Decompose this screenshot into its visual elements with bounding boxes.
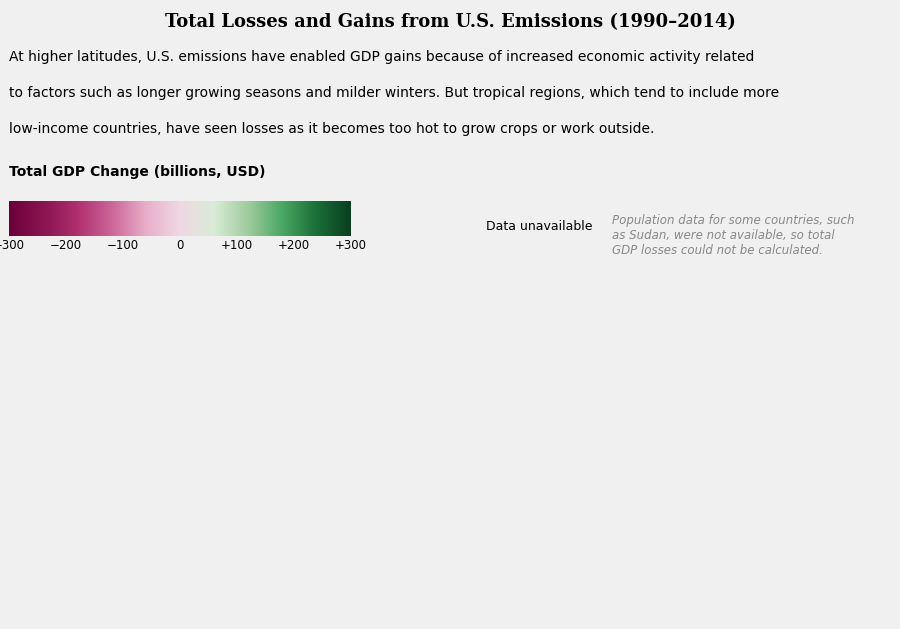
Text: Total Losses and Gains from U.S. Emissions (1990–2014): Total Losses and Gains from U.S. Emissio…: [165, 13, 735, 31]
Text: At higher latitudes, U.S. emissions have enabled GDP gains because of increased : At higher latitudes, U.S. emissions have…: [9, 50, 754, 64]
Text: Total GDP Change (billions, USD): Total GDP Change (billions, USD): [9, 165, 266, 179]
Text: to factors such as longer growing seasons and milder winters. But tropical regio: to factors such as longer growing season…: [9, 86, 779, 100]
Text: low-income countries, have seen losses as it becomes too hot to grow crops or wo: low-income countries, have seen losses a…: [9, 122, 654, 136]
Text: Population data for some countries, such
as Sudan, were not available, so total
: Population data for some countries, such…: [612, 214, 854, 257]
Text: Data unavailable: Data unavailable: [486, 220, 592, 233]
